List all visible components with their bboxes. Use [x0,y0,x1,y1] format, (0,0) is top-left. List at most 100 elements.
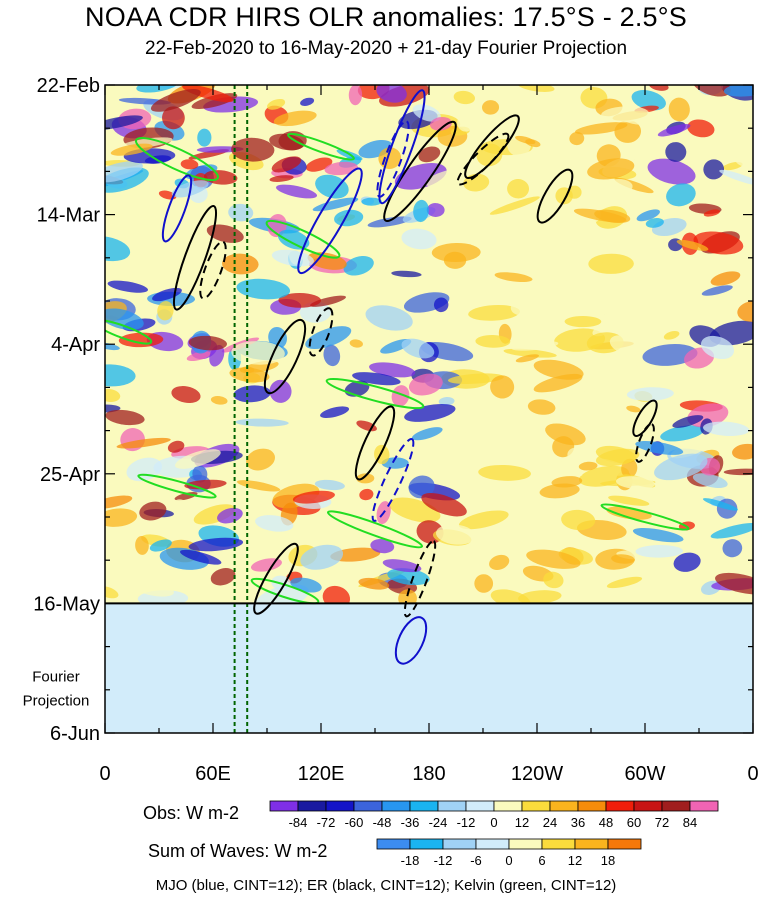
olr-patch [511,340,559,351]
olr-patch [648,85,669,91]
waves-legend-swatch [442,838,477,850]
olr-patch [595,448,640,467]
olr-patch [314,479,345,491]
olr-patch [330,547,381,562]
mjo-contour [161,174,193,243]
obs-legend-tick: 36 [571,815,585,830]
er-contour [263,318,307,395]
olr-patch [723,85,753,97]
er-contour [354,405,396,481]
olr-patch [236,480,281,492]
olr-patch [255,515,294,532]
olr-patch [489,196,540,215]
olr-patch [606,576,643,589]
olr-patch [533,359,584,380]
olr-patch [105,115,143,131]
waves-legend-tick: 0 [505,853,512,868]
olr-patch [458,510,509,530]
olr-patch [626,387,674,401]
olr-patch [668,97,690,122]
olr-patch [162,106,185,130]
olr-patch [447,373,504,385]
waves-legend-swatch [541,838,576,850]
olr-patch [401,228,437,250]
olr-patch [692,473,728,488]
olr-patch [300,97,315,106]
olr-patch [476,530,525,545]
kelvin-contour [325,377,425,410]
olr-patch [413,199,429,223]
olr-patch [561,509,596,531]
olr-patch [180,159,199,170]
olr-patch [489,554,510,570]
olr-patch [278,292,322,308]
olr-patch [277,229,310,250]
olr-patch [365,305,413,331]
olr-patch [425,168,469,188]
olr-patch [105,364,136,387]
olr-patch [614,120,642,143]
obs-legend-swatch [577,800,607,812]
olr-patch [269,379,292,403]
waves-legend-tick: -6 [470,853,482,868]
kelvin-contour [250,577,320,605]
olr-patch [517,85,555,92]
olr-patch [588,253,634,274]
obs-legend-tick: -24 [429,815,448,830]
olr-patch [222,253,259,275]
obs-legend-tick: -72 [317,815,336,830]
waves-legend-tick: -18 [401,853,420,868]
olr-patch [722,539,743,558]
obs-legend-swatch [437,800,467,812]
plot-axes [104,84,754,734]
kelvin-contour [287,132,355,161]
olr-patch [494,272,533,283]
olr-patch [578,461,598,471]
olr-patch [349,339,363,348]
olr-patch [564,316,602,328]
olr-patch [105,495,133,509]
olr-patch [702,498,738,511]
obs-legend-tick: -36 [401,815,420,830]
obs-legend-tick: 12 [515,815,529,830]
olr-patch [320,406,350,419]
olr-patch [292,490,335,504]
olr-patch [133,581,174,597]
olr-patch [518,590,562,604]
waves-legend-swatch [409,838,444,850]
olr-patch [391,385,410,407]
olr-patch [636,209,660,222]
olr-patch [356,473,375,484]
projection-field [105,603,753,733]
olr-patch [491,210,526,224]
olr-patch [367,216,412,228]
er-contour [464,114,520,180]
olr-patch [700,335,735,360]
obs-legend-swatch [549,800,579,812]
olr-patch [615,476,656,490]
olr-patch [676,239,709,251]
projection-label: Fourier [32,668,80,685]
waves-legend-tick: -12 [434,853,453,868]
olr-patch [229,367,270,383]
er-contour [383,120,457,223]
olr-patch [118,332,164,348]
olr-patch [599,179,633,197]
olr-patch [645,218,664,228]
olr-patch [188,537,244,552]
obs-legend-swatch [381,800,411,812]
obs-legend-swatch [465,800,495,812]
olr-patch [573,208,627,223]
olr-patch [474,574,494,593]
olr-patch [526,549,581,569]
olr-patch [412,104,441,122]
y-tick-label: 14-Mar [37,205,101,227]
olr-patch [429,116,452,131]
chart-title: NOAA CDR HIRS OLR anomalies: 17.5°S - 2.… [85,2,687,32]
olr-patch [323,344,341,367]
olr-patch [710,522,753,539]
olr-patch [545,423,586,446]
y-tick-label: 22-Feb [37,75,100,97]
waves-legend-swatch [574,838,609,850]
kelvin-contour [326,510,424,549]
